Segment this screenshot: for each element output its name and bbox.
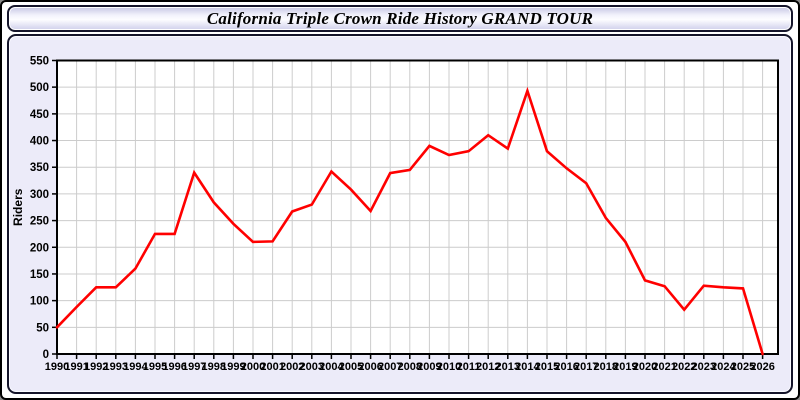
y-tick-label: 350 bbox=[30, 162, 49, 174]
x-tick-label: 1992 bbox=[84, 361, 108, 373]
x-tick-label: 2020 bbox=[633, 361, 657, 373]
x-tick-label: 2026 bbox=[750, 361, 774, 373]
x-tick-label: 2017 bbox=[574, 361, 598, 373]
x-tick-label: 2010 bbox=[437, 361, 461, 373]
x-tick-label: 1991 bbox=[64, 361, 88, 373]
x-tick-label: 2005 bbox=[339, 361, 363, 373]
x-tick-label: 1997 bbox=[182, 361, 206, 373]
y-axis-title: Riders bbox=[11, 188, 25, 226]
x-tick-label: 2022 bbox=[672, 361, 696, 373]
x-tick-label: 2021 bbox=[652, 361, 676, 373]
y-tick-label: 0 bbox=[43, 349, 49, 361]
page-title: California Triple Crown Ride History GRA… bbox=[206, 8, 594, 28]
x-tick-label: 2004 bbox=[319, 361, 344, 373]
x-tick-label: 2012 bbox=[476, 361, 500, 373]
x-tick-label: 2006 bbox=[358, 361, 382, 373]
x-tick-label: 2003 bbox=[300, 361, 324, 373]
x-tick-label: 1994 bbox=[123, 361, 148, 373]
y-tick-label: 450 bbox=[30, 109, 49, 121]
x-tick-label: 2013 bbox=[496, 361, 520, 373]
x-tick-label: 2015 bbox=[535, 361, 559, 373]
x-tick-label: 2011 bbox=[457, 361, 481, 373]
x-tick-label: 2001 bbox=[260, 361, 284, 373]
title-bar: California Triple Crown Ride History GRA… bbox=[7, 5, 793, 32]
y-tick-label: 250 bbox=[30, 216, 49, 228]
x-tick-label: 1999 bbox=[221, 361, 245, 373]
x-tick-label: 2018 bbox=[594, 361, 618, 373]
y-tick-label: 550 bbox=[30, 56, 49, 68]
y-tick-label: 150 bbox=[30, 269, 49, 281]
y-tick-label: 400 bbox=[30, 136, 49, 148]
x-tick-label: 1998 bbox=[202, 361, 226, 373]
x-tick-label: 2019 bbox=[613, 361, 637, 373]
x-tick-label: 2007 bbox=[378, 361, 402, 373]
x-tick-label: 1990 bbox=[45, 361, 69, 373]
x-tick-label: 2016 bbox=[554, 361, 578, 373]
y-tick-label: 50 bbox=[36, 322, 49, 334]
x-tick-label: 2002 bbox=[280, 361, 304, 373]
x-tick-label: 2014 bbox=[515, 361, 540, 373]
y-tick-label: 200 bbox=[30, 242, 49, 254]
plot-border bbox=[56, 59, 779, 355]
x-tick-label: 2023 bbox=[692, 361, 716, 373]
x-tick-label: 2024 bbox=[711, 361, 736, 373]
x-tick-label: 1995 bbox=[143, 361, 167, 373]
x-tick-label: 2025 bbox=[731, 361, 755, 373]
x-tick-label: 2000 bbox=[241, 361, 265, 373]
ride-history-line bbox=[55, 86, 764, 356]
x-tick-label: 2009 bbox=[417, 361, 441, 373]
plot-area bbox=[57, 60, 778, 354]
y-tick-label: 300 bbox=[30, 189, 49, 201]
y-tick-label: 100 bbox=[30, 296, 49, 308]
y-tick-label: 500 bbox=[30, 82, 49, 94]
x-tick-label: 2008 bbox=[398, 361, 422, 373]
x-tick-label: 1993 bbox=[104, 361, 128, 373]
x-tick-label: 1996 bbox=[162, 361, 186, 373]
